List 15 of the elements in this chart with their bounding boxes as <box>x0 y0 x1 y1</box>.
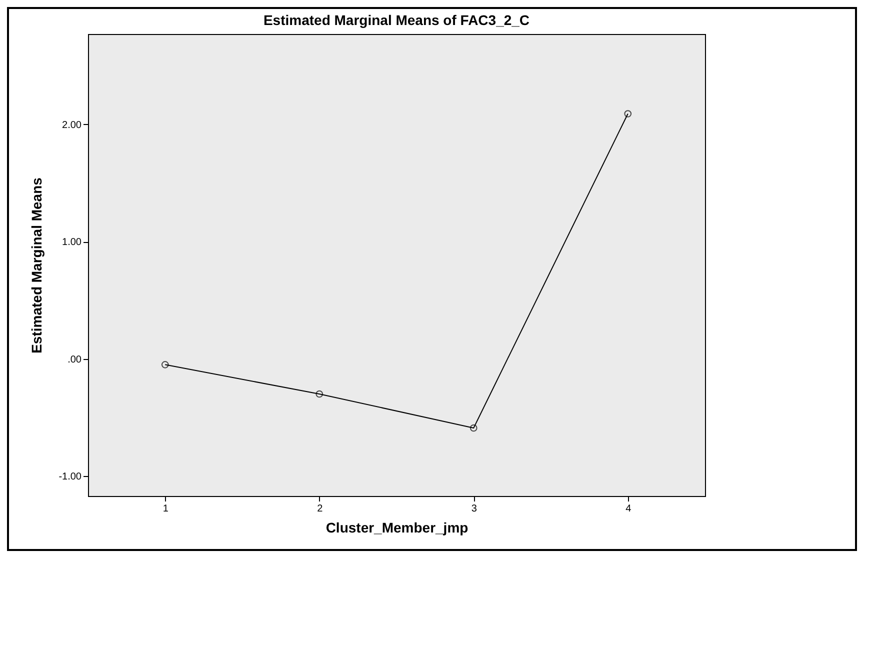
point <box>470 424 478 432</box>
chart-title: Estimated Marginal Means of FAC3_2_C <box>263 12 530 28</box>
point <box>316 390 324 398</box>
x-tick-label: 2 <box>317 504 324 514</box>
x-tick-label: 4 <box>626 504 632 514</box>
y-axis-title: Estimated Marginal Means <box>28 177 45 354</box>
y-tick-label: 2.00 <box>62 120 82 131</box>
x-tick-label: 1 <box>162 504 169 514</box>
x-axis-title: Cluster_Member_jmp <box>326 520 468 536</box>
x-tick-label: 3 <box>471 504 478 514</box>
y-tick-label: -1.00 <box>58 472 82 483</box>
y-tick-label: 1.00 <box>62 237 82 248</box>
point <box>624 110 632 118</box>
point <box>161 361 169 368</box>
y-tick-label: .00 <box>68 354 82 366</box>
